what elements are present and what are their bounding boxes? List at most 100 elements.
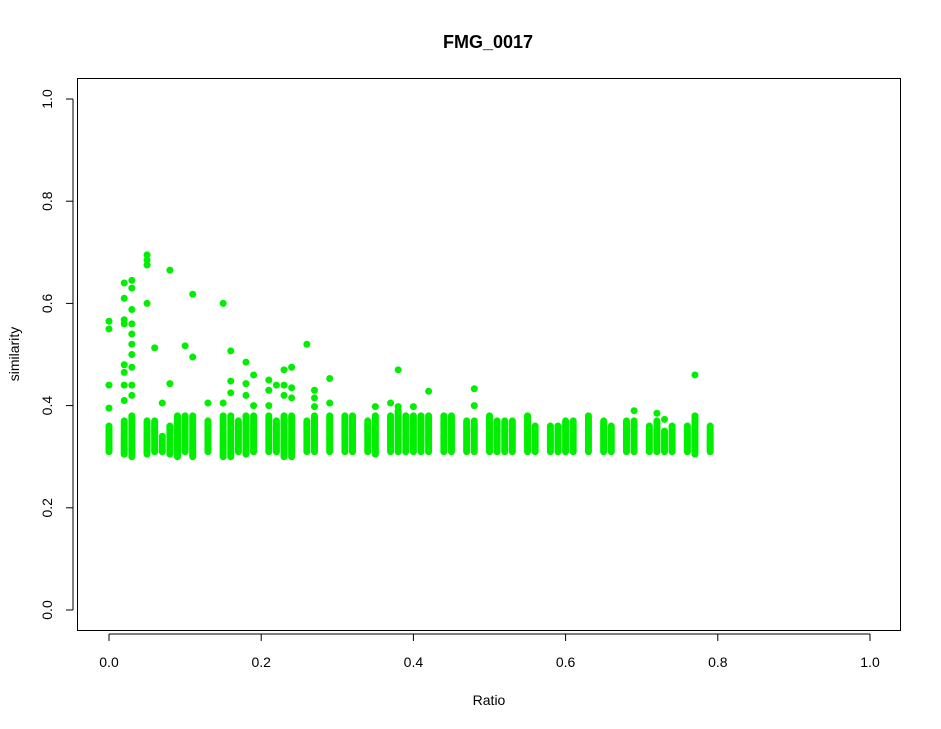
data-point	[204, 417, 211, 424]
y-tick-label: 0.0	[39, 600, 55, 620]
data-point	[372, 403, 379, 410]
data-point	[608, 423, 615, 430]
y-tick-label: 0.8	[39, 191, 55, 211]
data-point	[242, 412, 249, 419]
data-point	[570, 417, 577, 424]
data-point	[128, 331, 135, 338]
y-tick-label: 1.0	[39, 89, 55, 109]
chart-title: FMG_0017	[443, 32, 533, 52]
data-point	[265, 412, 272, 419]
data-point	[121, 369, 128, 376]
data-point	[227, 412, 234, 419]
data-point	[242, 392, 249, 399]
x-axis: 0.0 0.2 0.4 0.6 0.8 1.0	[99, 634, 880, 670]
data-point	[281, 366, 288, 373]
data-point	[600, 417, 607, 424]
data-point	[471, 402, 478, 409]
data-point	[326, 412, 333, 419]
data-point	[311, 403, 318, 410]
data-point	[144, 417, 151, 424]
data-point	[372, 412, 379, 419]
data-point	[562, 417, 569, 424]
data-point	[349, 412, 356, 419]
data-point	[189, 412, 196, 419]
data-point	[425, 388, 432, 395]
data-point	[121, 320, 128, 327]
data-point	[166, 380, 173, 387]
data-point	[220, 412, 227, 419]
data-point	[684, 423, 691, 430]
data-point	[448, 412, 455, 419]
data-point	[242, 380, 249, 387]
data-point	[585, 412, 592, 419]
data-point	[265, 402, 272, 409]
data-point	[265, 387, 272, 394]
data-point	[273, 382, 280, 389]
data-point	[509, 417, 516, 424]
x-tick-label: 0.4	[404, 654, 424, 670]
data-point	[288, 394, 295, 401]
data-point	[395, 366, 402, 373]
data-point	[144, 300, 151, 307]
data-point	[235, 417, 242, 424]
data-point	[303, 341, 310, 348]
data-point	[166, 267, 173, 274]
data-point	[151, 417, 158, 424]
data-point	[121, 279, 128, 286]
data-point	[128, 306, 135, 313]
data-point	[653, 410, 660, 417]
data-point	[265, 377, 272, 384]
data-point	[402, 412, 409, 419]
data-point	[631, 407, 638, 414]
data-point	[128, 341, 135, 348]
data-point	[174, 412, 181, 419]
data-point	[106, 423, 113, 430]
data-point	[106, 318, 113, 325]
data-point	[661, 416, 668, 423]
data-point	[326, 400, 333, 407]
data-point	[281, 392, 288, 399]
data-point	[364, 417, 371, 424]
data-point	[486, 412, 493, 419]
data-point	[288, 364, 295, 371]
data-point	[182, 412, 189, 419]
x-tick-label: 1.0	[860, 654, 880, 670]
data-point	[471, 385, 478, 392]
y-tick-label: 0.6	[39, 293, 55, 313]
data-point	[623, 417, 630, 424]
y-axis-label: similarity	[6, 327, 22, 381]
data-point	[250, 371, 257, 378]
data-point	[121, 417, 128, 424]
data-point	[311, 387, 318, 394]
data-point	[227, 347, 234, 354]
x-tick-label: 0.2	[251, 654, 271, 670]
data-point	[691, 371, 698, 378]
data-point	[281, 382, 288, 389]
data-point	[250, 412, 257, 419]
data-point	[669, 423, 676, 430]
data-point	[547, 423, 554, 430]
data-point	[227, 389, 234, 396]
data-point	[250, 402, 257, 409]
x-tick-label: 0.6	[556, 654, 576, 670]
data-point	[532, 423, 539, 430]
data-point	[471, 417, 478, 424]
data-point	[440, 412, 447, 419]
data-point	[410, 403, 417, 410]
data-point	[189, 291, 196, 298]
data-point	[341, 412, 348, 419]
data-point	[653, 417, 660, 424]
data-point	[387, 400, 394, 407]
data-point	[311, 412, 318, 419]
data-point	[227, 378, 234, 385]
data-point	[288, 412, 295, 419]
data-point	[288, 384, 295, 391]
data-point	[106, 405, 113, 412]
data-point	[524, 412, 531, 419]
data-point	[128, 412, 135, 419]
data-point	[159, 400, 166, 407]
data-point	[326, 375, 333, 382]
data-point	[144, 262, 151, 269]
data-point	[128, 392, 135, 399]
data-point	[395, 403, 402, 410]
